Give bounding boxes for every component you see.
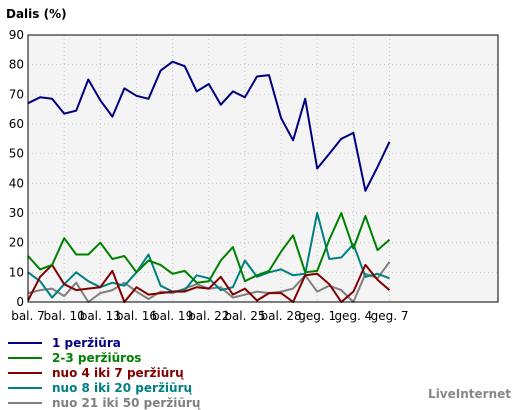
y-tick-labels: 0 10 20 30 40 50 60 70 80 90 (9, 28, 24, 309)
plot-border (27, 34, 499, 303)
legend-swatch (8, 371, 42, 374)
y-tick-label: 90 (9, 28, 24, 42)
plot-area (28, 35, 498, 302)
legend-item: nuo 4 iki 7 peržiūrų (8, 365, 200, 380)
x-tick-label: bal. 13 (80, 309, 121, 323)
legend-label: 1 peržiūra (52, 335, 121, 350)
y-tick-label: 0 (16, 295, 24, 309)
x-tick-label: bal. 7 (11, 309, 45, 323)
x-tick-label: geg. 1 (298, 309, 336, 323)
legend-label: nuo 4 iki 7 peržiūrų (52, 365, 184, 380)
legend-label: 2-3 peržiūros (52, 350, 142, 365)
y-tick-label: 80 (9, 58, 24, 72)
x-tick-label: bal. 25 (224, 309, 265, 323)
x-tick-label: bal. 16 (116, 309, 157, 323)
legend-item: 1 peržiūra (8, 335, 200, 350)
legend-item: 2-3 peržiūros (8, 350, 200, 365)
x-tick-label: bal. 22 (188, 309, 229, 323)
y-tick-label: 20 (9, 236, 24, 250)
y-tick-label: 30 (9, 206, 24, 220)
series-line (27, 212, 390, 299)
legend-swatch (8, 401, 42, 404)
series-line (27, 60, 391, 192)
x-tick-label: geg. 4 (334, 309, 372, 323)
legend: 1 peržiūra 2-3 peržiūros nuo 4 iki 7 per… (8, 335, 200, 410)
x-tick-label: geg. 7 (371, 309, 409, 323)
legend-label: nuo 8 iki 20 peržiūrų (52, 380, 193, 395)
y-tick-label: 40 (9, 176, 24, 190)
grid-lines (28, 35, 498, 302)
legend-swatch (8, 341, 42, 344)
legend-swatch (8, 356, 42, 359)
x-tick-label: bal. 28 (260, 309, 301, 323)
y-tick-label: 10 (9, 265, 24, 279)
legend-swatch (8, 386, 42, 389)
watermark-liveinternet: LiveInternet (428, 387, 511, 401)
x-tick-label: bal. 10 (44, 309, 85, 323)
y-axis-title: Dalis (%) (6, 7, 67, 21)
legend-item: nuo 21 iki 50 peržiūrų (8, 395, 200, 410)
y-tick-label: 60 (9, 117, 24, 131)
y-tick-label: 50 (9, 147, 24, 161)
series-line (27, 212, 391, 284)
legend-item: nuo 8 iki 20 peržiūrų (8, 380, 200, 395)
y-tick-label: 70 (9, 87, 24, 101)
x-tick-label: bal. 19 (152, 309, 193, 323)
legend-label: nuo 21 iki 50 peržiūrų (52, 395, 201, 410)
series-line (27, 263, 391, 303)
